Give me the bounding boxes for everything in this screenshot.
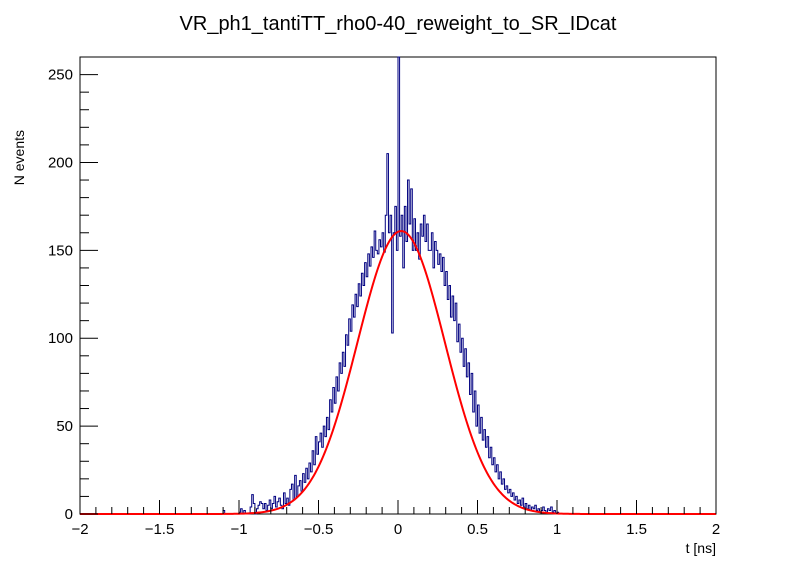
x-tick-label: −1 [230, 521, 247, 538]
y-tick-label: 100 [48, 330, 73, 347]
x-tick-label: 1 [553, 521, 561, 538]
y-tick-label: 50 [56, 418, 73, 435]
x-axis: −2 −1.5 −1 −0.5 0 0.5 1 1.5 2 [71, 500, 720, 538]
x-tick-label: 0 [394, 521, 402, 538]
y-tick-label: 200 [48, 154, 73, 171]
y-axis: 0 50 100 150 200 250 [48, 56, 98, 523]
y-tick-label: 150 [48, 242, 73, 259]
x-tick-label: −1.5 [145, 521, 175, 538]
y-axis-label: N events [11, 130, 27, 185]
x-tick-label: −0.5 [304, 521, 334, 538]
fit-curve [80, 230, 716, 515]
fit-series [80, 230, 716, 515]
chart-title: VR_ph1_tantiTT_rho0-40_reweight_to_SR_ID… [180, 13, 617, 35]
y-tick-label: 250 [48, 67, 73, 84]
y-tick-label: 0 [65, 506, 73, 523]
x-tick-label: 0.5 [467, 521, 488, 538]
x-tick-label: 1.5 [626, 521, 647, 538]
x-tick-label: −2 [71, 521, 88, 538]
x-tick-label: 2 [712, 521, 720, 538]
x-axis-label: t [ns] [686, 540, 716, 556]
